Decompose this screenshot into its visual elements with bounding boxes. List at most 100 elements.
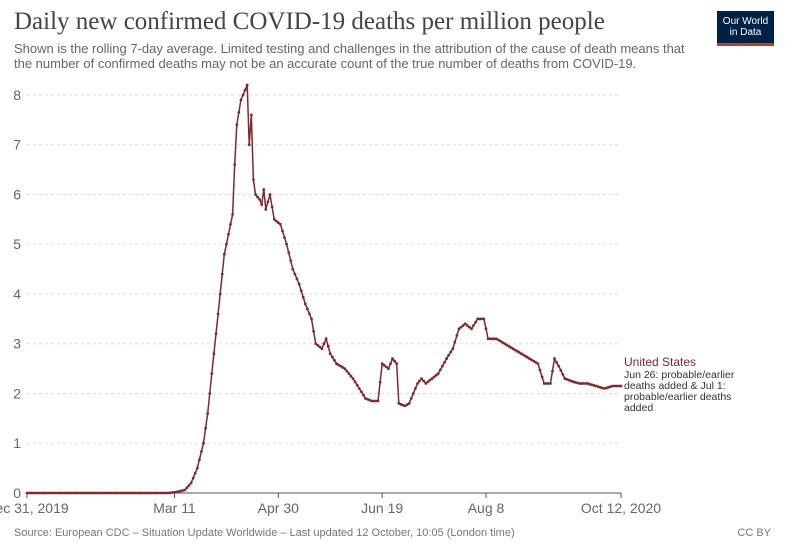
data-point — [137, 491, 141, 495]
data-point — [218, 292, 222, 296]
y-tick-label: 1 — [13, 435, 21, 451]
data-point — [114, 491, 118, 495]
data-point — [592, 384, 596, 387]
data-point — [71, 491, 75, 495]
data-point — [374, 399, 378, 403]
data-point — [291, 267, 295, 271]
data-point — [387, 367, 390, 370]
data-point — [262, 188, 266, 191]
data-point — [125, 491, 129, 495]
data-point — [243, 88, 247, 92]
data-point — [222, 252, 226, 256]
data-point — [303, 302, 307, 306]
data-point — [407, 402, 411, 405]
data-point — [517, 351, 521, 354]
data-point — [139, 491, 143, 495]
data-point — [366, 397, 369, 401]
series-line-united-states[interactable] — [27, 84, 621, 494]
data-point — [542, 382, 546, 385]
data-point — [87, 491, 91, 495]
data-point — [341, 366, 345, 369]
data-point — [260, 203, 264, 206]
data-point — [337, 363, 340, 367]
data-point — [322, 342, 326, 346]
data-point — [274, 219, 278, 223]
data-point — [289, 259, 293, 263]
data-point — [370, 399, 374, 403]
data-point — [603, 387, 606, 390]
data-point — [368, 398, 372, 402]
data-point — [123, 491, 126, 495]
series-label-united-states[interactable]: United States — [624, 355, 696, 369]
data-point — [144, 491, 147, 495]
data-point — [285, 242, 288, 246]
data-point — [501, 341, 504, 344]
data-point — [530, 358, 534, 362]
data-point — [613, 384, 617, 388]
data-point — [615, 384, 619, 388]
data-point — [582, 382, 585, 385]
data-point — [63, 491, 66, 495]
data-point — [212, 352, 216, 356]
data-point — [198, 458, 201, 462]
data-point — [335, 362, 338, 365]
data-point — [619, 384, 623, 388]
data-point — [519, 352, 523, 356]
data-point — [33, 491, 37, 495]
data-point — [204, 426, 208, 430]
license-link[interactable]: CC BY — [737, 527, 771, 539]
data-point — [420, 377, 423, 380]
data-point — [555, 361, 558, 364]
data-point — [102, 491, 106, 495]
data-point — [75, 491, 79, 495]
data-point — [347, 372, 351, 375]
data-point — [187, 484, 191, 487]
x-tick-label: Dec 31, 2019 — [0, 500, 69, 516]
data-point — [266, 200, 270, 204]
data-point — [306, 307, 309, 311]
data-point — [411, 392, 415, 395]
data-point — [426, 380, 430, 384]
data-point — [29, 491, 33, 495]
owid-logo[interactable]: Our World in Data — [717, 11, 774, 46]
data-point — [127, 491, 131, 495]
data-point — [384, 365, 388, 369]
data-point — [185, 486, 189, 490]
data-point — [376, 399, 380, 403]
data-point — [455, 334, 459, 337]
data-point — [106, 491, 110, 495]
data-point — [330, 355, 334, 359]
y-tick-label: 0 — [13, 485, 21, 501]
y-tick-label: 6 — [13, 186, 21, 202]
data-point — [490, 337, 494, 341]
data-point — [94, 491, 97, 495]
data-point — [428, 378, 432, 382]
data-point — [233, 163, 237, 167]
data-point — [528, 357, 531, 361]
data-point — [326, 344, 330, 348]
data-point — [281, 229, 284, 233]
data-point — [409, 397, 413, 400]
data-point — [48, 491, 52, 495]
data-point — [328, 352, 332, 356]
data-point — [119, 491, 122, 495]
data-point — [299, 289, 303, 293]
data-point — [461, 324, 465, 327]
data-point — [360, 390, 363, 394]
data-point — [270, 205, 274, 209]
data-point — [200, 450, 203, 453]
data-point — [152, 491, 156, 495]
grid-lines — [27, 94, 621, 444]
data-point — [208, 392, 212, 395]
data-point — [158, 491, 162, 495]
data-point — [422, 379, 426, 383]
data-point — [551, 369, 554, 373]
data-point — [526, 356, 529, 359]
data-point — [168, 491, 172, 495]
y-tick-label: 4 — [13, 286, 21, 302]
data-point — [150, 491, 154, 495]
data-point — [135, 491, 139, 495]
data-point — [112, 491, 116, 495]
data-point — [40, 491, 43, 495]
series-layer — [25, 83, 623, 495]
